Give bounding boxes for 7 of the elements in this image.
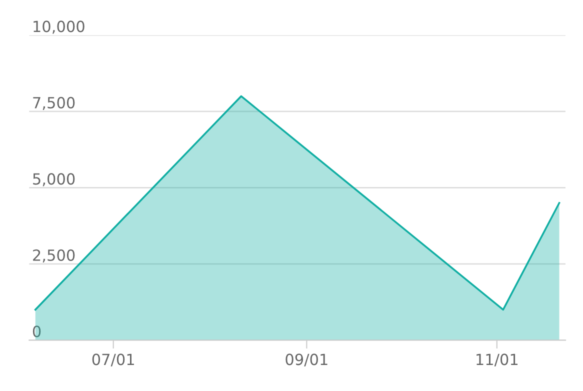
x-tick-label: 07/01 (92, 354, 134, 366)
y-tick-label: 2,500 (33, 249, 75, 263)
y-tick-label: 5,000 (33, 173, 75, 186)
y-tick-label: 7,500 (33, 96, 75, 110)
y-tick-label: 10,000 (34, 20, 84, 34)
x-tick-label: 09/01 (286, 354, 328, 366)
x-tick-label: 11/01 (476, 354, 518, 366)
